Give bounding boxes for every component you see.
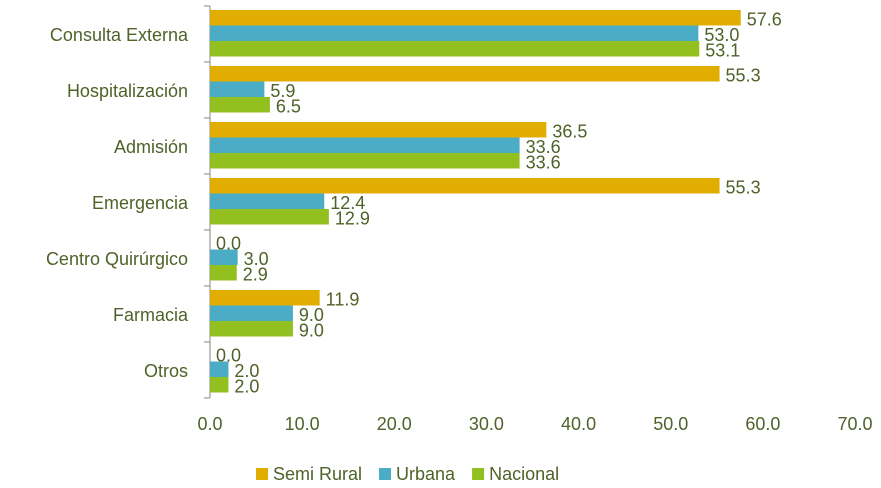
y-tick-label: Otros: [144, 361, 188, 381]
value-label: 5.9: [270, 81, 295, 101]
bar: [210, 41, 700, 57]
bar: [210, 25, 699, 41]
bar: [210, 321, 293, 337]
bar: [210, 209, 329, 225]
y-tick-label: Hospitalización: [67, 81, 188, 101]
x-tick-label: 0.0: [197, 414, 222, 434]
y-tick-label: Emergencia: [92, 193, 189, 213]
y-tick-label: Centro Quirúrgico: [46, 249, 188, 269]
value-label: 3.0: [244, 249, 269, 269]
value-label: 2.0: [234, 377, 259, 397]
value-label: 53.0: [704, 25, 739, 45]
value-label: 33.6: [526, 153, 561, 173]
legend-swatch: [379, 468, 392, 480]
x-tick-label: 40.0: [561, 414, 596, 434]
y-tick-label: Farmacia: [113, 305, 189, 325]
value-label: 9.0: [299, 321, 324, 341]
value-label: 0.0: [216, 346, 241, 366]
legend-swatch: [472, 468, 485, 480]
x-tick-label: 60.0: [745, 414, 780, 434]
bar: [210, 122, 547, 138]
y-tick-label: Admisión: [114, 137, 188, 157]
legend-label: Semi Rural: [273, 464, 362, 484]
value-label: 33.6: [526, 137, 561, 157]
bar: [210, 193, 325, 209]
x-tick-label: 10.0: [285, 414, 320, 434]
value-label: 2.9: [243, 265, 268, 285]
value-label: 11.9: [326, 290, 360, 310]
legend-label: Nacional: [489, 464, 559, 484]
bar: [210, 97, 270, 113]
value-label: 12.9: [335, 209, 370, 229]
value-label: 55.3: [726, 66, 761, 86]
x-tick-label: 20.0: [377, 414, 412, 434]
value-label: 12.4: [330, 193, 365, 213]
bar: [210, 178, 720, 194]
bar: [210, 290, 320, 306]
legend-label: Urbana: [396, 464, 456, 484]
bar: [210, 265, 237, 281]
x-tick-label: 50.0: [653, 414, 688, 434]
value-label: 57.6: [747, 10, 782, 30]
y-tick-label: Consulta Externa: [50, 25, 189, 45]
value-label: 9.0: [299, 305, 324, 325]
x-tick-label: 30.0: [469, 414, 504, 434]
bar: [210, 361, 229, 377]
legend-swatch: [256, 468, 268, 480]
value-label: 2.0: [234, 361, 259, 381]
bar: [210, 377, 229, 393]
bar: [210, 249, 238, 265]
bar: [210, 66, 720, 82]
value-label: 53.1: [705, 41, 740, 61]
bar: [210, 153, 520, 169]
bar: [210, 137, 520, 153]
value-label: 0.0: [216, 234, 241, 254]
value-label: 6.5: [276, 97, 301, 117]
bar: [210, 10, 741, 26]
bar: [210, 81, 265, 97]
value-label: 36.5: [552, 122, 587, 142]
value-label: 55.3: [726, 178, 761, 198]
x-tick-label: 70.0: [837, 414, 872, 434]
bar: [210, 305, 293, 321]
